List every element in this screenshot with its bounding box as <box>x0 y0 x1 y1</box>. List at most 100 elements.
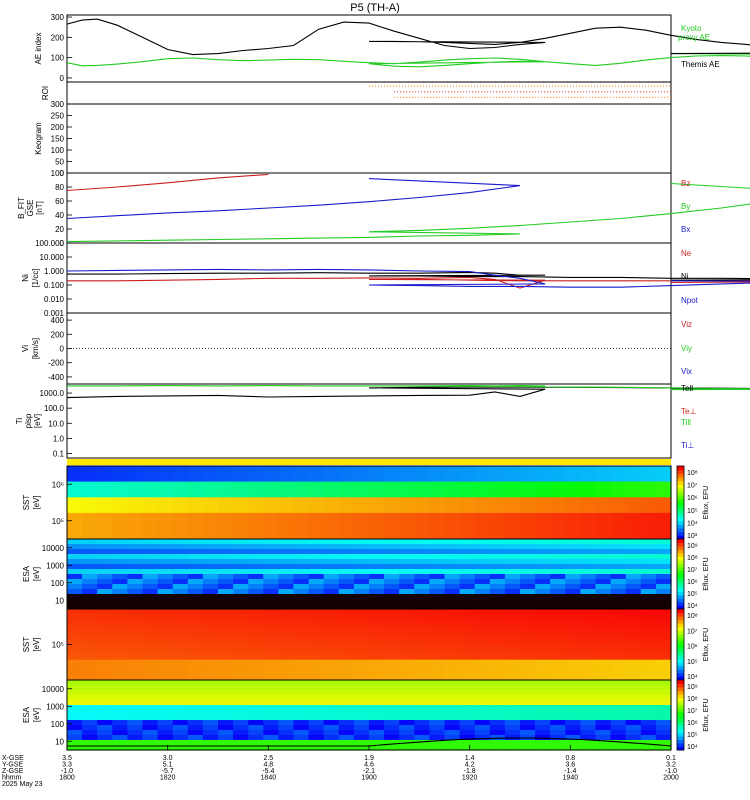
spectrogram-cell <box>504 680 521 686</box>
density-line-1 <box>67 271 750 281</box>
spectrogram-cell <box>655 649 672 656</box>
spectrogram-cell <box>112 614 128 620</box>
spectrogram-cell <box>323 574 340 580</box>
spectrogram-cell <box>535 654 551 661</box>
spectrogram-cell <box>384 664 400 671</box>
spectrogram-cell <box>278 523 295 530</box>
spectrogram-cell <box>82 735 98 741</box>
spectrogram-cell <box>67 549 83 555</box>
spectrogram-cell <box>82 584 98 590</box>
spectrogram-cell <box>263 481 279 488</box>
spectrogram-cell <box>504 624 521 630</box>
spectrogram-cell <box>278 533 295 540</box>
spectrogram-cell <box>550 634 566 641</box>
spectrogram-cell <box>202 700 219 706</box>
spectrogram-cell <box>550 471 566 477</box>
spectrogram-cell <box>263 725 279 731</box>
colorbar-swatch <box>677 680 684 684</box>
colorbar-swatch <box>677 591 684 596</box>
spectrogram-cell <box>112 481 128 488</box>
spectrogram-cell <box>142 705 159 711</box>
spectrogram-cell <box>535 481 551 488</box>
spectrogram-cell <box>640 659 657 666</box>
spectrogram-cell <box>112 549 128 555</box>
spectrogram-cell <box>414 507 430 514</box>
spectrogram-cell <box>278 629 295 635</box>
spectrogram-cell <box>97 659 113 666</box>
spectrogram-cell <box>97 680 113 686</box>
x-tick-label: 2000 <box>663 775 679 782</box>
spectrogram-cell <box>278 507 295 514</box>
spectrogram-cell <box>233 664 249 671</box>
spectrogram-cell <box>263 720 279 726</box>
spectrogram-cell <box>248 730 264 736</box>
spectrogram-cell <box>474 629 491 635</box>
spectrogram-cell <box>444 589 461 595</box>
spectrogram-cell <box>625 685 642 691</box>
spectrogram-cell <box>580 710 597 716</box>
spectrogram-cell <box>640 492 657 498</box>
spectrogram-cell <box>248 574 264 580</box>
spectrogram-cell <box>353 680 370 686</box>
spectrogram-cell <box>550 486 566 493</box>
spectrogram-cell <box>474 523 491 530</box>
spectrogram-cell <box>520 584 536 590</box>
spectrogram-cell <box>142 599 159 605</box>
spectrogram-cell <box>459 594 476 600</box>
spectrogram-cell <box>444 740 461 746</box>
spectrogram-cell <box>338 533 355 540</box>
spectrogram-cell <box>520 594 536 600</box>
spectrogram-cell <box>323 512 340 519</box>
spectrogram-cell <box>172 497 189 504</box>
spectrogram-cell <box>550 659 566 666</box>
spectrogram-cell <box>338 466 355 472</box>
spectrogram-cell <box>263 634 279 641</box>
spectrogram-cell <box>444 730 461 736</box>
spectrogram-cell <box>640 486 657 493</box>
spectrogram-cell <box>338 715 355 721</box>
spectrogram-cell <box>535 674 551 681</box>
spectrogram-cell <box>353 624 370 630</box>
spectrogram-cell <box>625 579 642 585</box>
spectrogram-cell <box>157 604 174 610</box>
spectrogram-cell <box>625 549 642 555</box>
spectrogram-cell <box>610 669 627 676</box>
spectrogram-cell <box>535 690 551 696</box>
spectrogram-cell <box>157 584 174 590</box>
spectrogram-cell <box>248 710 264 716</box>
spectrogram-cell <box>489 629 506 635</box>
spectrogram-cell <box>112 680 128 686</box>
spectrogram-cell <box>520 649 536 656</box>
ae-line-1 <box>66 18 750 56</box>
spectrogram-cell <box>504 594 521 600</box>
spectrogram-cell <box>640 544 657 550</box>
y-axis-label: AE index <box>34 32 43 64</box>
spectrogram-cell <box>233 544 249 550</box>
spectrogram-cell <box>293 523 310 530</box>
spectrogram-cell <box>67 674 83 681</box>
spectrogram-cell <box>202 564 219 570</box>
spectrogram-cell <box>248 629 264 635</box>
spectrogram-cell <box>157 569 174 575</box>
spectrogram-cell <box>263 518 279 524</box>
spectrogram-cell <box>127 664 144 671</box>
spectrogram-cell <box>97 745 113 751</box>
spectrogram-cell <box>353 659 370 666</box>
spectrogram-cell <box>142 674 159 681</box>
spectrogram-cell <box>520 730 536 736</box>
x-tick-label: 4.6 <box>364 762 374 769</box>
spectrogram-cell <box>580 471 597 477</box>
spectrogram-cell <box>595 710 612 716</box>
spectrogram-cell <box>640 481 657 488</box>
y-axis-frame: GSE <box>26 200 35 217</box>
y-axis-label: Ti <box>15 418 24 425</box>
spectrogram-cell <box>625 730 642 736</box>
x-tick-label: -1.4 <box>564 768 576 775</box>
x-tick-label: 3.0 <box>163 755 173 762</box>
spectrogram-cell <box>459 725 476 731</box>
spectrogram-cell <box>218 544 234 550</box>
spectrogram-cell <box>278 599 295 605</box>
spectrogram-cell <box>595 674 612 681</box>
spectrogram-cell <box>595 720 612 726</box>
spectrogram-cell <box>550 644 566 651</box>
